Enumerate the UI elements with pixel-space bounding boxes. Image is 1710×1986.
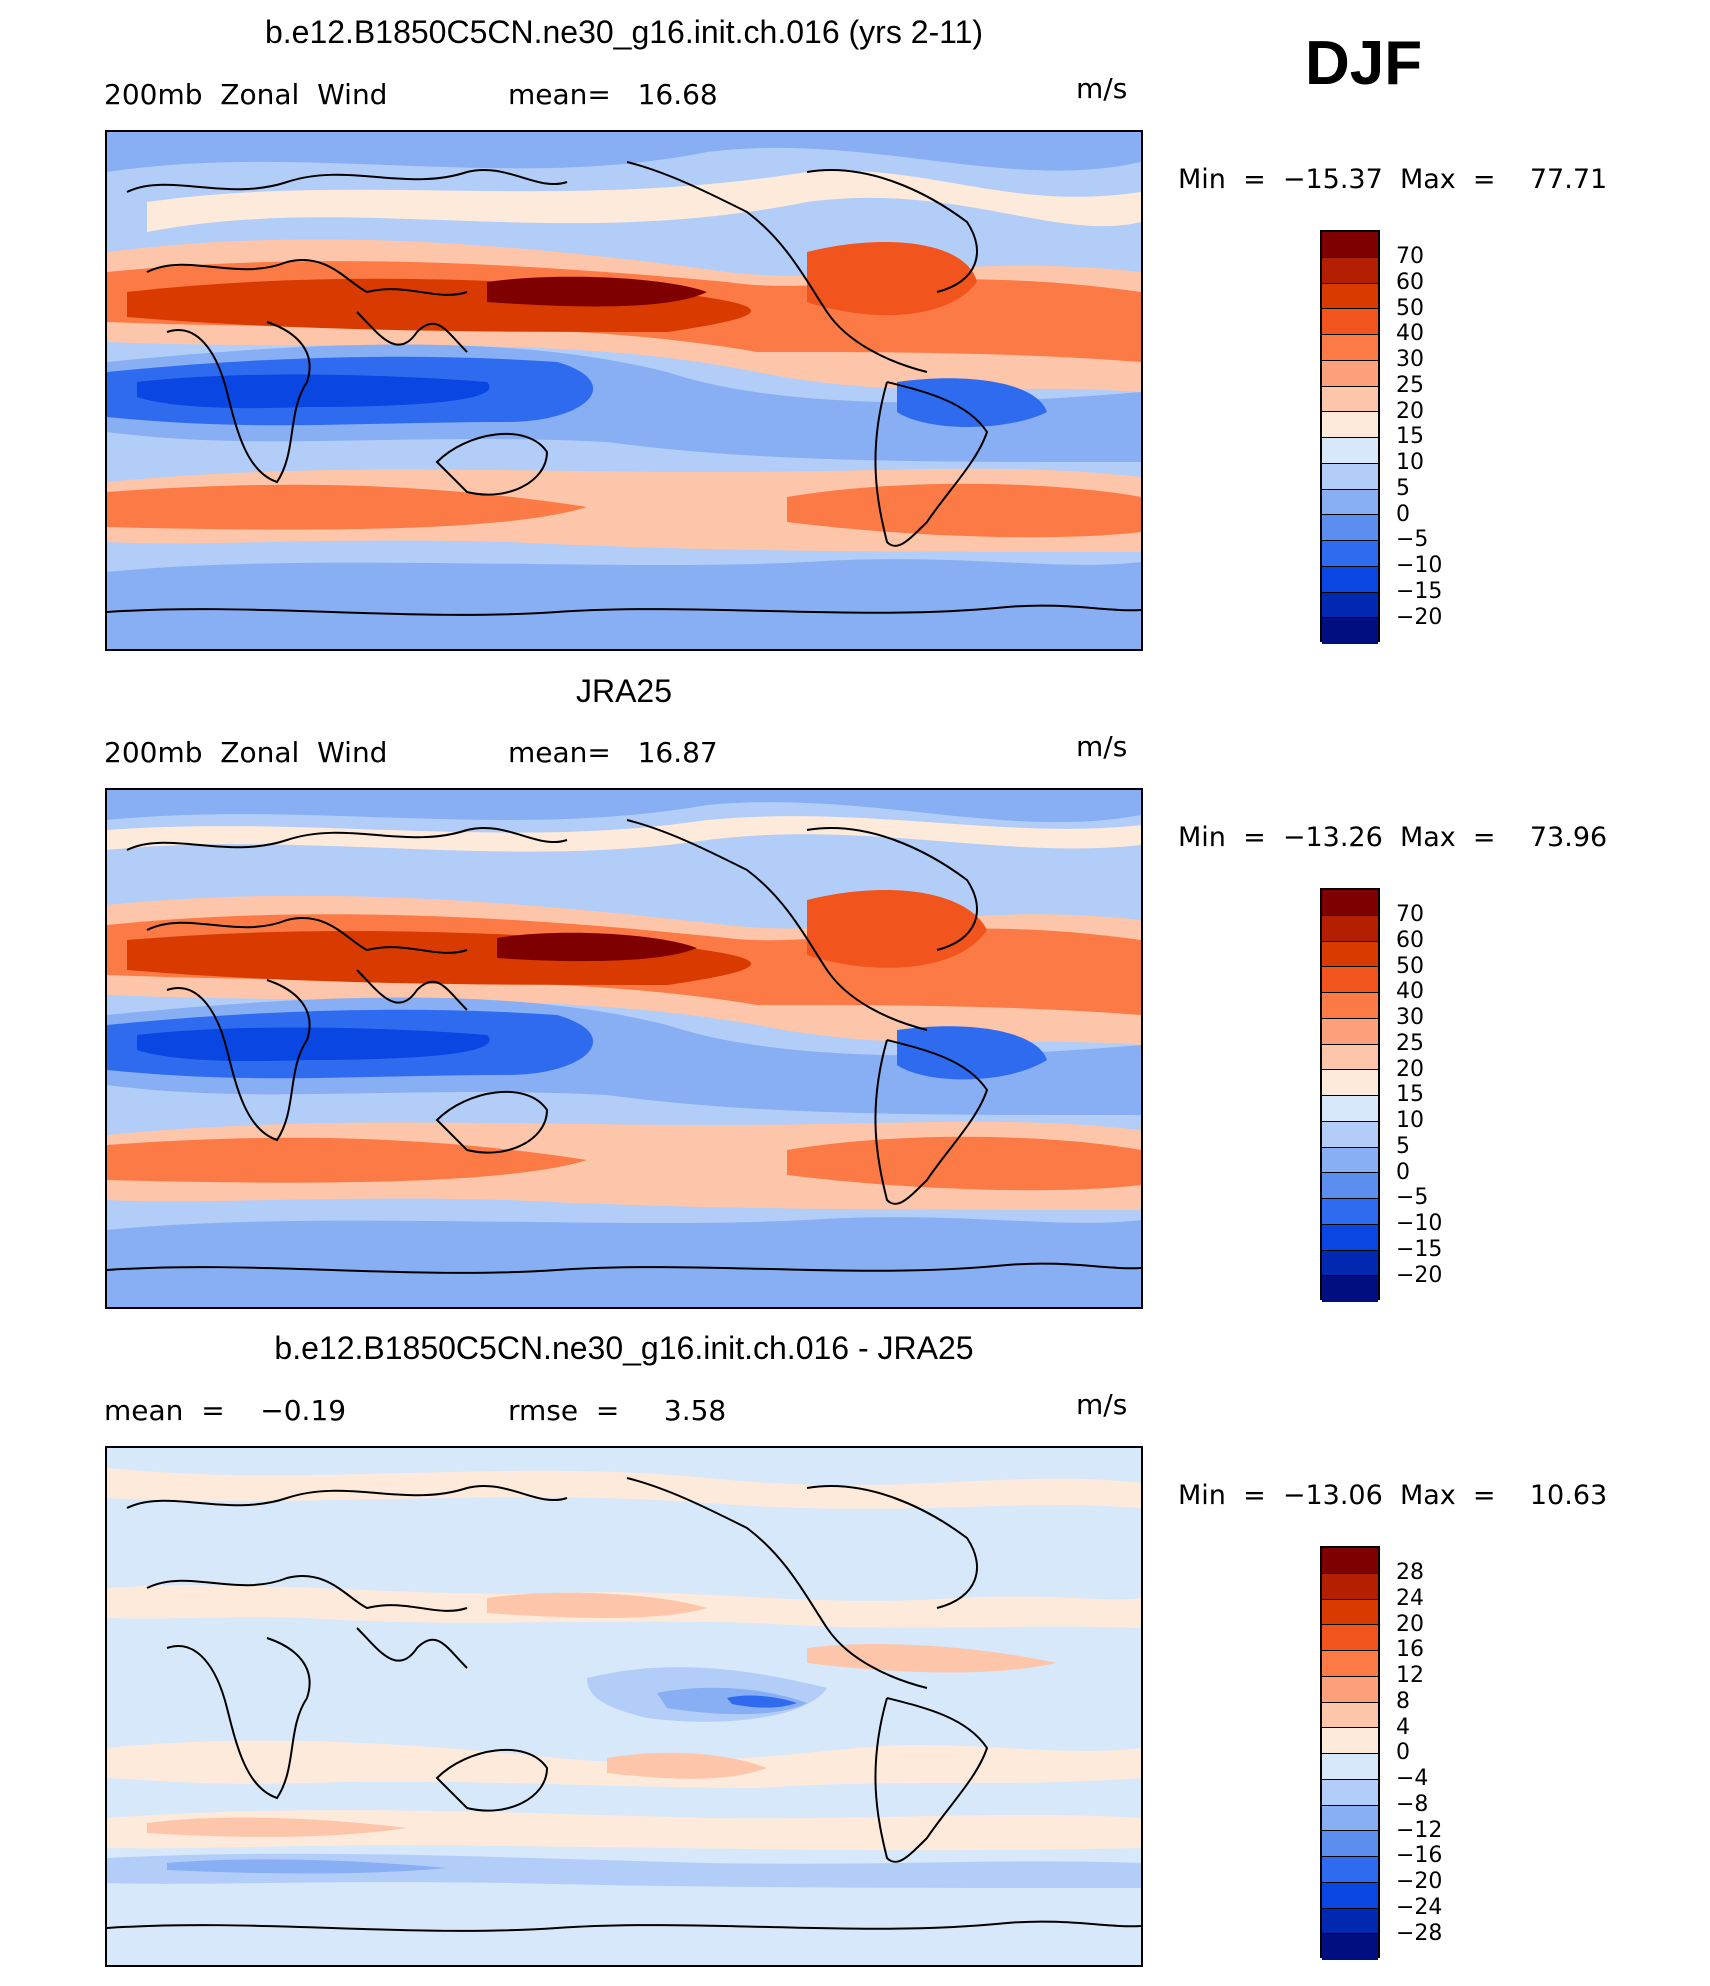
panel1-tick: 50 xyxy=(1396,295,1424,321)
panel1-tick: 5 xyxy=(1396,475,1410,501)
panel3-units-label: m/s xyxy=(1076,1388,1128,1421)
panel1-tick: −20 xyxy=(1396,604,1443,630)
panel2-variable-label: 200mb Zonal Wind xyxy=(104,736,388,769)
panel1-tick: −10 xyxy=(1396,553,1443,578)
panel2-tick: 70 xyxy=(1396,902,1424,927)
panel2-title: JRA25 xyxy=(575,673,673,709)
panel3-tick: 0 xyxy=(1396,1740,1410,1766)
panel3-tick: 20 xyxy=(1396,1611,1424,1637)
panel3-tick: −24 xyxy=(1396,1894,1443,1920)
panel2-tick: 10 xyxy=(1396,1108,1424,1133)
panel3-tick: 28 xyxy=(1396,1560,1424,1585)
panel3-mean-label: mean = −0.19 xyxy=(104,1394,347,1427)
panel3-tick: −4 xyxy=(1396,1766,1429,1791)
panel1-map xyxy=(105,130,1143,651)
panel3-tick: 8 xyxy=(1396,1688,1410,1714)
panel2-tick: 25 xyxy=(1396,1030,1424,1056)
panel2-tick: −5 xyxy=(1396,1185,1429,1211)
panel2-tick: 50 xyxy=(1396,953,1424,979)
panel2-contour-field xyxy=(107,790,1141,1307)
panel3-tick: −16 xyxy=(1396,1843,1443,1869)
panel1-units-label: m/s xyxy=(1076,72,1128,105)
panel1-minmax-label: Min = −15.37 Max = 77.71 xyxy=(1178,164,1608,195)
panel2-tick: −10 xyxy=(1396,1211,1443,1236)
panel2-tick: 0 xyxy=(1396,1159,1410,1185)
panel1-title: b.e12.B1850C5CN.ne30_g16.init.ch.016 (yr… xyxy=(264,14,984,50)
panel2-tick: −20 xyxy=(1396,1262,1443,1288)
panel3-tick: 24 xyxy=(1396,1585,1424,1611)
panel1-tick: 25 xyxy=(1396,372,1424,398)
panel3-map xyxy=(105,1446,1143,1967)
panel3-tick: −20 xyxy=(1396,1869,1443,1894)
season-label: DJF xyxy=(1305,29,1423,98)
panel2-minmax-label: Min = −13.26 Max = 73.96 xyxy=(1178,822,1608,853)
panel1-tick: 30 xyxy=(1396,347,1424,372)
panel3-colorbar xyxy=(1320,1546,1380,1960)
panel2-units-label: m/s xyxy=(1076,730,1128,763)
panel1-tick: 40 xyxy=(1396,321,1424,347)
panel2-tick: 5 xyxy=(1396,1133,1410,1159)
panel1-tick: 10 xyxy=(1396,450,1424,475)
panel1-contour-field xyxy=(107,132,1141,649)
panel1-tick: −5 xyxy=(1396,527,1429,553)
panel1-tick: −15 xyxy=(1396,578,1443,604)
panel3-tick: 4 xyxy=(1396,1714,1410,1740)
panel2-mean-label: mean= 16.87 xyxy=(508,736,718,769)
panel1-tick: 70 xyxy=(1396,244,1424,269)
panel3-tick: −12 xyxy=(1396,1817,1443,1843)
panel2-tick: 20 xyxy=(1396,1056,1424,1082)
panel2-map xyxy=(105,788,1143,1309)
panel3-tick: 16 xyxy=(1396,1637,1424,1663)
panel1-tick: 15 xyxy=(1396,424,1424,450)
panel1-tick: 60 xyxy=(1396,269,1424,295)
panel1-colorbar xyxy=(1320,230,1380,644)
panel3-tick: 12 xyxy=(1396,1663,1424,1688)
panel2-tick: 60 xyxy=(1396,927,1424,953)
panel1-mean-label: mean= 16.68 xyxy=(508,78,718,111)
panel1-variable-label: 200mb Zonal Wind xyxy=(104,78,388,111)
panel3-rmse-label: rmse = 3.58 xyxy=(508,1394,727,1427)
panel3-minmax-label: Min = −13.06 Max = 10.63 xyxy=(1178,1480,1608,1511)
panel2-tick: 30 xyxy=(1396,1005,1424,1030)
panel3-tick: −28 xyxy=(1396,1920,1443,1946)
panel2-tick: 40 xyxy=(1396,979,1424,1005)
panel3-title: b.e12.B1850C5CN.ne30_g16.init.ch.016 - J… xyxy=(274,1330,974,1366)
panel3-contour-field xyxy=(107,1448,1141,1965)
panel1-tick: 0 xyxy=(1396,501,1410,527)
panel3-tick: −8 xyxy=(1396,1791,1429,1817)
panel1-tick: 20 xyxy=(1396,398,1424,424)
panel2-tick: 15 xyxy=(1396,1082,1424,1108)
panel2-colorbar xyxy=(1320,888,1380,1302)
panel2-tick: −15 xyxy=(1396,1236,1443,1262)
